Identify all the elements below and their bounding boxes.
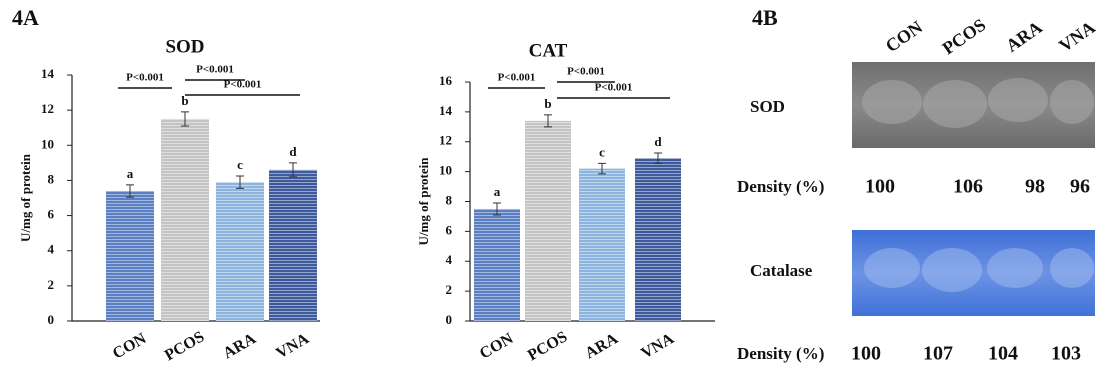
x-tick-label: ARA [582, 330, 621, 362]
significance-letter: b [544, 96, 551, 111]
bar [161, 119, 209, 321]
density-label: Density (%) [737, 344, 824, 363]
y-tick-label: 12 [439, 133, 452, 148]
y-axis-label: U/mg of protein [416, 157, 431, 246]
gel-label: Catalase [750, 261, 813, 280]
density-value: 106 [953, 176, 983, 198]
gel-label: SOD [750, 97, 785, 116]
x-tick-label: ARA [220, 330, 259, 362]
significance-letter: c [237, 157, 243, 172]
x-tick-label: CON [110, 330, 150, 363]
density-value: 96 [1070, 176, 1090, 198]
x-tick-label: VNA [273, 330, 312, 362]
significance-letter: d [654, 134, 662, 149]
significance-letter: a [127, 166, 134, 181]
y-tick-label: 12 [41, 101, 54, 116]
bar [635, 158, 681, 321]
y-tick-label: 4 [48, 242, 55, 257]
density-value: 104 [988, 343, 1018, 365]
panel-label: 4B [752, 5, 778, 30]
significance-letter: d [289, 144, 297, 159]
y-tick-label: 16 [439, 73, 453, 88]
comparison-label: P<0.001 [567, 66, 605, 78]
lane-label: VNA [1055, 17, 1098, 56]
density-value: 100 [851, 343, 881, 365]
lane-label: CON [882, 17, 926, 56]
significance-letter: c [599, 144, 605, 159]
y-tick-label: 14 [41, 66, 55, 81]
density-value: 98 [1025, 176, 1045, 198]
y-axis-label: U/mg of protein [18, 153, 33, 242]
density-value: 103 [1051, 343, 1081, 365]
comparison-label: P<0.001 [498, 72, 536, 84]
panel-label: 4A [12, 5, 39, 30]
bar [474, 209, 520, 321]
y-tick-label: 2 [446, 282, 453, 297]
y-tick-label: 14 [439, 103, 453, 118]
x-tick-label: VNA [638, 330, 677, 362]
y-tick-label: 4 [446, 252, 453, 267]
density-label: Density (%) [737, 177, 824, 196]
bar [269, 170, 317, 321]
y-tick-label: 2 [48, 277, 55, 292]
y-tick-label: 6 [48, 207, 55, 222]
y-tick-label: 8 [446, 192, 453, 207]
figure: 4A 4B SOD U/mg of protein 0 2 4 6 8 10 12 14 a CON b… [0, 0, 1109, 377]
y-tick-label: 10 [41, 136, 54, 151]
x-tick-label: PCOS [525, 328, 571, 364]
x-tick-label: PCOS [162, 328, 208, 364]
y-tick-label: 10 [439, 163, 452, 178]
y-tick-label: 6 [446, 222, 453, 237]
comparison-label: P<0.001 [196, 64, 234, 76]
chart-title: CAT [529, 40, 568, 61]
bar [106, 191, 154, 321]
density-value: 107 [923, 343, 953, 365]
y-tick-label: 0 [446, 312, 453, 327]
significance-letter: a [494, 184, 501, 199]
x-tick-label: CON [477, 330, 517, 363]
bar [525, 121, 571, 321]
y-tick-label: 0 [48, 312, 55, 327]
lane-label: PCOS [939, 15, 990, 59]
density-value: 100 [865, 176, 895, 198]
y-tick-label: 8 [48, 171, 55, 186]
comparison-label: P<0.001 [595, 82, 633, 94]
lane-label: ARA [1002, 17, 1045, 56]
bar [216, 182, 264, 321]
comparison-label: P<0.001 [224, 79, 262, 91]
comparison-label: P<0.001 [126, 72, 164, 84]
bar [579, 169, 625, 321]
chart-title: SOD [165, 36, 204, 57]
